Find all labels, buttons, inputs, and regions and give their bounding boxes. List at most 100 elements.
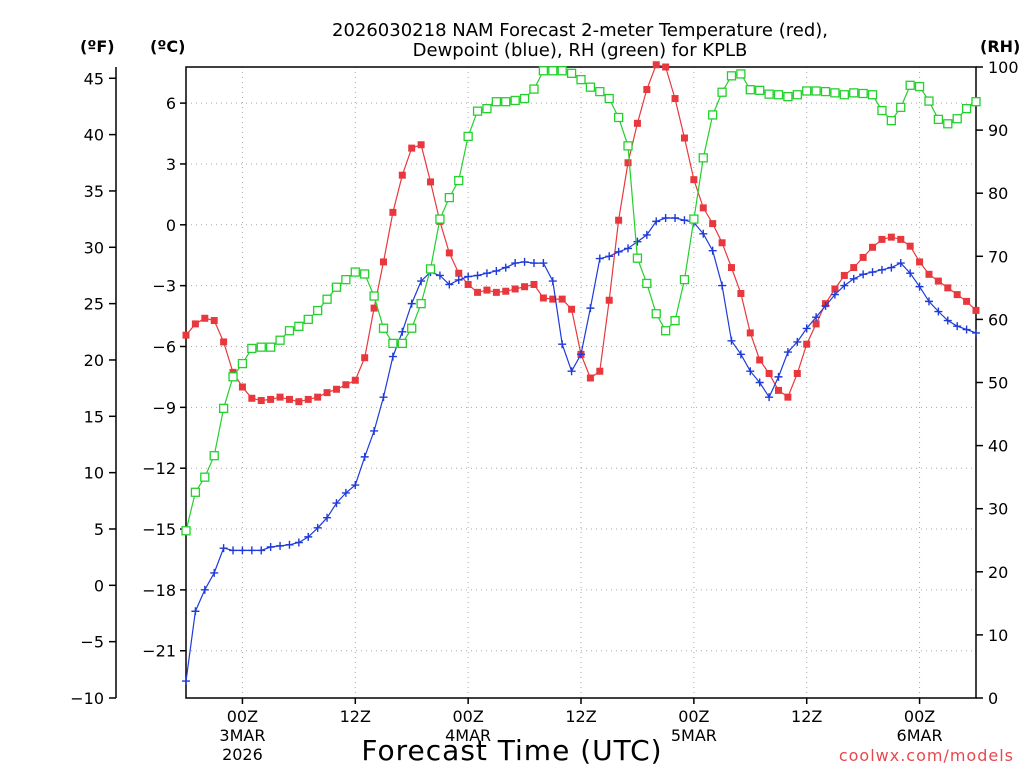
rh-point [736,69,746,79]
dewpoint-point [699,229,708,238]
rh-point [256,342,266,352]
rh-point [218,403,229,414]
rh-point [905,80,915,90]
rh-point [444,192,454,203]
rh-tick-label: 70 [988,247,1008,266]
rh-point [463,131,473,142]
rh-tick-label: 20 [988,563,1008,582]
dewpoint-point [624,244,633,253]
temperature-point [248,394,256,402]
dewpoint-point [520,257,529,266]
rh-point [689,214,699,224]
rh-point [360,269,370,279]
dewpoint-point [548,277,557,286]
rh-point [294,321,304,331]
temperature-point [549,295,557,303]
temperature-point [511,285,519,293]
rh-point [538,66,549,76]
rh-tick-label: 60 [988,310,1008,329]
dewpoint-point [765,393,774,402]
dewpoint-point [276,541,285,550]
rh-point [877,105,887,116]
dewpoint-point [294,538,303,547]
rh-point [961,103,972,114]
dewpoint-point [229,546,238,555]
temperature-point [643,86,651,94]
rh-point [566,68,577,78]
dewpoint-point [849,274,858,283]
dewpoint-point [341,488,350,497]
dewpoint-point [896,259,905,268]
rh-tick-label: 10 [988,626,1008,645]
temperature-point [427,178,435,186]
dewpoint-point [304,532,313,541]
temperature-point [502,287,510,295]
temperature-point [671,95,679,103]
celsius-tick-label: −15 [142,520,176,539]
dewpoint-point [736,350,745,359]
temperature-point [793,369,801,377]
rh-point [708,110,718,120]
temperature-point [314,393,322,401]
dewpoint-point [492,266,501,275]
fahrenheit-tick-label: 5 [94,520,104,539]
x-tick-label: 00Z [452,707,483,726]
temperature-point [756,356,764,364]
fahrenheit-tick-label: 20 [84,351,104,370]
fahrenheit-tick-label: −5 [80,633,104,652]
temperature-point [464,280,472,288]
rh-point [623,141,633,151]
fahrenheit-tick-label: 40 [84,126,104,145]
dewpoint-point [605,252,614,261]
dewpoint-point [812,313,821,322]
dewpoint-point [859,270,868,279]
temperature-point [201,314,209,322]
temperature-point [963,297,971,305]
temperature-point [182,331,190,339]
dewpoint-point [464,272,473,281]
dewpoint-point [953,322,962,331]
x-axis-title: Forecast Time (UTC) [361,734,662,767]
temperature-point [417,141,425,149]
temperature-point [361,354,369,362]
dewpoint-point [445,280,454,289]
x-tick-year-label: 2026 [222,745,263,764]
rh-point [642,278,652,289]
temperature-point [530,280,538,288]
temperature-point [285,395,293,403]
celsius-tick-label: −9 [152,398,176,417]
x-tick-date-label: 5MAR [671,726,717,745]
rh-point [632,253,643,263]
dewpoint-point [727,336,736,345]
dewpoint-point [511,259,520,268]
temperature-point [925,270,933,278]
temperature-point [351,376,359,384]
rh-tick-label: 100 [988,58,1019,77]
dewpoint-point [840,281,849,290]
axes: −10−5051015202530354045630−3−6−9−12−15−1… [70,58,1018,764]
x-tick-label: 00Z [678,707,709,726]
rh-point [849,88,859,98]
dewpoint-point [388,352,397,361]
dewpoint-point [652,217,661,226]
rh-point [425,264,436,274]
rh-point [378,323,389,333]
rh-point [933,114,944,125]
celsius-tick-label: −3 [152,277,176,296]
temperature-point [304,395,312,403]
temperature-point [323,389,331,397]
dewpoint-point [708,246,717,255]
temperature-point [906,242,914,250]
rh-series [181,66,981,536]
temperature-point [568,305,576,313]
rh-point [943,119,953,129]
rh-point [397,338,407,349]
temperature-point [398,171,406,179]
rh-point [830,88,840,98]
rh-point [209,451,219,461]
temperature-point [605,296,613,304]
dewpoint-point [642,230,651,239]
dewpoint-point [360,452,369,461]
rh-point [190,487,201,497]
dewpoint-point [614,247,623,256]
